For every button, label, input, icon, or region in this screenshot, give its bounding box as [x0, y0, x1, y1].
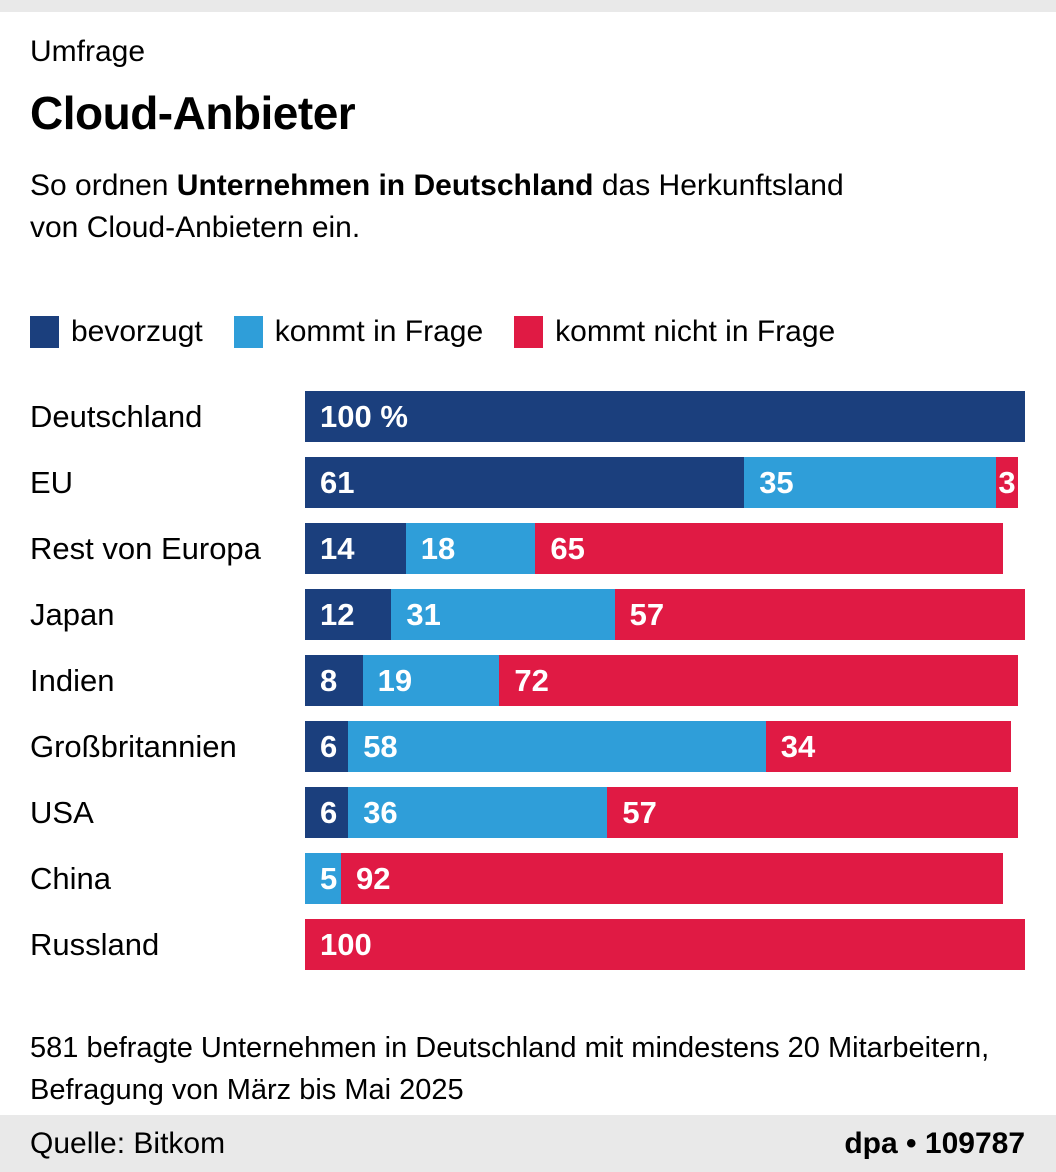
legend-label: bevorzugt: [71, 315, 203, 348]
bar-segment: 92: [341, 853, 1004, 904]
bar-track: 61 35 3: [305, 457, 1025, 508]
brand-separator: •: [906, 1126, 917, 1160]
chart-row: Russland 100: [30, 919, 1025, 970]
bar-track: 5 92: [305, 853, 1025, 904]
category-label: USA: [30, 794, 94, 830]
chart-row: China 5 92: [30, 853, 1025, 904]
bar-segment: 36: [348, 787, 608, 838]
legend-swatch: [233, 316, 263, 348]
description-line2: von Cloud-Anbietern ein.: [30, 211, 361, 244]
category-label: Indien: [30, 662, 115, 698]
bar-segment: 58: [348, 721, 766, 772]
bar-segment: 100 %: [305, 391, 1025, 442]
chart: Deutschland 100 % EU 61 35 3 Rest von Europa 14…: [30, 391, 1025, 970]
infographic: Umfrage Cloud-Anbieter So ordnen Unterne…: [0, 35, 1056, 1111]
bar-segment: 72: [499, 655, 1018, 706]
bar-segment: 18: [405, 523, 536, 574]
top-strip: [0, 0, 1056, 12]
bar-segment: 31: [391, 589, 615, 640]
bar-track: 6 36 57: [305, 787, 1025, 838]
chart-row: EU 61 35 3: [30, 457, 1025, 508]
bar-segment: 3: [996, 457, 1018, 508]
bar-segment: 19: [362, 655, 500, 706]
bar-segment: 35: [744, 457, 997, 508]
category-label: Rest von Europa: [30, 530, 261, 566]
source-credit: Quelle: Bitkom: [30, 1126, 226, 1160]
bar-segment: 100: [305, 919, 1025, 970]
category-label: EU: [30, 464, 74, 500]
kicker: Umfrage: [30, 35, 146, 68]
bar-track: 100 %: [305, 391, 1025, 442]
footnote-line1: 581 befragte Unternehmen in Deutschland …: [30, 1032, 990, 1064]
chart-row: Japan 12 31 57: [30, 589, 1025, 640]
legend-label: kommt nicht in Frage: [555, 315, 836, 348]
bar-segment: 57: [614, 589, 1025, 640]
bar-segment: 14: [305, 523, 406, 574]
page-title: Cloud-Anbieter: [30, 87, 356, 139]
legend-item: bevorzugt: [30, 315, 203, 349]
chart-row: Rest von Europa 14 18 65: [30, 523, 1025, 574]
footer-band: Quelle: Bitkom dpa • 109787: [0, 1115, 1056, 1172]
description-bold: Unternehmen in Deutschland: [176, 169, 594, 202]
description-line1-rest: das Herkunftsland: [593, 169, 844, 202]
chart-row: Deutschland 100 %: [30, 391, 1025, 442]
footnote: 581 befragte Unternehmen in Deutschland …: [30, 1027, 1025, 1111]
legend-item: kommt nicht in Frage: [514, 315, 835, 349]
category-label: Deutschland: [30, 398, 203, 434]
bar-segment: 65: [535, 523, 1004, 574]
brand-name: dpa: [844, 1126, 898, 1160]
legend-label: kommt in Frage: [274, 315, 484, 348]
chart-row: Indien 8 19 72: [30, 655, 1025, 706]
bar-segment: 8: [305, 655, 363, 706]
description-pre: So ordnen: [30, 169, 177, 202]
category-label: Japan: [30, 596, 115, 632]
bar-track: 8 19 72: [305, 655, 1025, 706]
graphic-id: 109787: [924, 1126, 1025, 1160]
bar-track: 6 58 34: [305, 721, 1025, 772]
bar-segment: 12: [305, 589, 392, 640]
bar-segment: 57: [607, 787, 1018, 838]
bar-track: 14 18 65: [305, 523, 1025, 574]
legend-swatch: [30, 316, 59, 348]
bar-segment: 5: [305, 853, 341, 904]
footnote-line2: Befragung von März bis Mai 2025: [30, 1074, 464, 1106]
brand-credit: dpa • 109787: [844, 1127, 1025, 1161]
category-label: China: [30, 860, 111, 896]
bar-segment: 6: [305, 721, 349, 772]
legend: bevorzugt kommt in Frage kommt nicht in Fr…: [30, 315, 1025, 349]
legend-item: kommt in Frage: [233, 315, 484, 349]
bar-segment: 6: [305, 787, 349, 838]
bar-segment: 61: [305, 457, 745, 508]
bar-segment: 34: [765, 721, 1011, 772]
category-label: Russland: [30, 926, 160, 962]
legend-swatch: [514, 316, 544, 348]
chart-row: Großbritannien 6 58 34: [30, 721, 1025, 772]
bar-track: 100: [305, 919, 1025, 970]
bar-track: 12 31 57: [305, 589, 1025, 640]
chart-row: USA 6 36 57: [30, 787, 1025, 838]
description: So ordnen Unternehmen in Deutschland das…: [30, 165, 1025, 249]
category-label: Großbritannien: [30, 728, 237, 764]
